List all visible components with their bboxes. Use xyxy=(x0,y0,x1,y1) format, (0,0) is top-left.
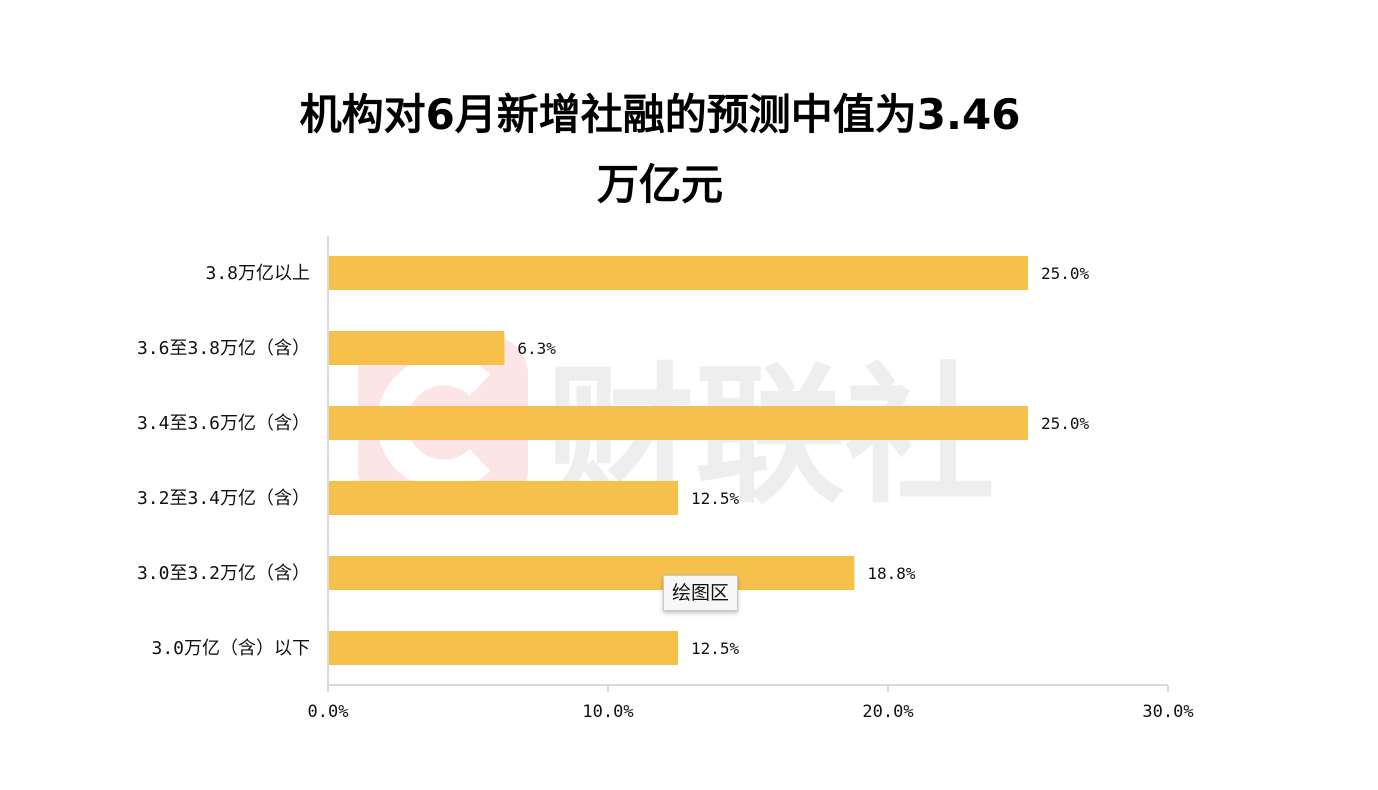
category-label-5: 3.0万亿（含）以下 xyxy=(151,638,310,659)
bar-5[interactable] xyxy=(328,631,678,665)
category-label-2: 3.4至3.6万亿（含） xyxy=(137,413,310,434)
x-tick-label-1: 10.0% xyxy=(582,702,633,722)
data-label-3: 12.5% xyxy=(691,489,740,508)
bar-1[interactable] xyxy=(328,331,505,365)
category-label-0: 3.8万亿以上 xyxy=(205,263,310,284)
x-tick-label-3: 30.0% xyxy=(1142,702,1193,722)
category-label-1: 3.6至3.8万亿（含） xyxy=(137,338,310,359)
bar-3[interactable] xyxy=(328,481,678,515)
x-tick-label-0: 0.0% xyxy=(308,702,349,722)
data-label-4: 18.8% xyxy=(867,564,916,583)
data-label-1: 6.3% xyxy=(517,339,556,358)
bar-0[interactable] xyxy=(328,256,1028,290)
data-label-5: 12.5% xyxy=(691,639,740,658)
bars xyxy=(328,256,1028,665)
category-label-4: 3.0至3.2万亿（含） xyxy=(137,563,310,584)
chart-title: 机构对6月新增社融的预测中值为3.46 万亿元 xyxy=(160,80,1160,220)
x-tick-label-2: 20.0% xyxy=(862,702,913,722)
chart-title-line-1: 机构对6月新增社融的预测中值为3.46 xyxy=(299,90,1021,139)
bar-4[interactable] xyxy=(328,556,855,590)
chart-title-line-2: 万亿元 xyxy=(596,160,723,209)
bar-2[interactable] xyxy=(328,406,1028,440)
category-label-3: 3.2至3.4万亿（含） xyxy=(137,488,310,509)
axes xyxy=(327,236,1169,692)
labels: 3.8万亿以上 25.0% 3.6至3.8万亿（含） 6.3% 3.4至3.6万亿（含）… xyxy=(137,263,1194,722)
data-label-0: 25.0% xyxy=(1041,264,1090,283)
data-label-2: 25.0% xyxy=(1041,414,1090,433)
plot-area-tooltip: 绘图区 xyxy=(663,575,739,611)
